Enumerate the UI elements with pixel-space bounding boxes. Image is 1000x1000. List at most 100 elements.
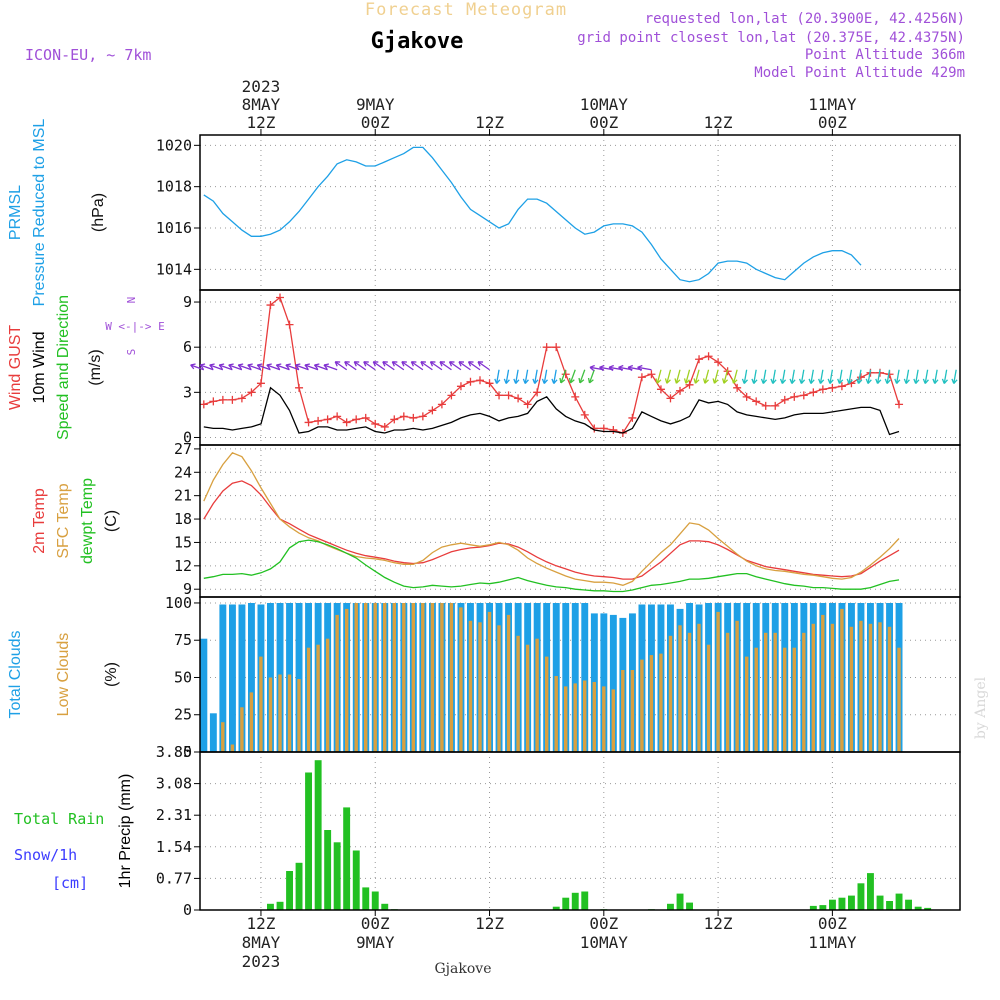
grid-point-coords: grid point closest lon,lat (20.375E, 42.… <box>577 30 965 46</box>
wind-arrow-head <box>903 378 910 384</box>
bar-total-rain <box>838 897 846 910</box>
panel-frame <box>199 596 961 753</box>
wind-arrow-head <box>674 378 681 384</box>
wind-arrow <box>190 364 205 371</box>
y-tick-label: 0 <box>183 428 192 446</box>
location-title: Gjakove <box>371 29 464 54</box>
y-tick-label: 0 <box>183 901 192 919</box>
gust-marker <box>361 413 370 422</box>
bar-low-clouds <box>411 603 415 752</box>
bar-low-clouds <box>306 647 311 752</box>
bar-total-rain <box>857 883 865 910</box>
wind-arrow <box>886 369 891 384</box>
bar-low-clouds <box>706 644 711 752</box>
bar-low-clouds <box>811 623 815 752</box>
bar-total-clouds <box>229 604 236 752</box>
gust-marker <box>323 415 332 424</box>
bar-low-clouds <box>259 656 263 752</box>
top-axis-time: 12Z <box>246 113 275 132</box>
gust-marker <box>371 419 380 428</box>
wind-arrow-head <box>448 361 455 367</box>
y-tick-label: 1020 <box>156 136 192 154</box>
bar-total-clouds <box>295 603 303 752</box>
bottom-axis-time: 12Z <box>475 914 504 933</box>
wind-arrow <box>694 369 700 384</box>
bar-low-clouds <box>716 611 720 752</box>
chart-title: Forecast Meteogram <box>365 0 567 20</box>
gust-marker <box>304 418 313 427</box>
wind-arrow-head <box>637 364 643 372</box>
wind-arrow <box>411 361 424 371</box>
wind-arrow-head <box>798 378 806 384</box>
gust-marker <box>799 391 808 400</box>
wind-arrow <box>247 364 262 371</box>
bottom-axis-time: 00Z <box>589 914 618 933</box>
gust-marker <box>437 400 446 409</box>
wind-arrow-head <box>789 378 796 384</box>
wind-arrow <box>401 361 414 371</box>
wind-arrow <box>295 364 309 371</box>
wind-arrow-head <box>420 361 426 367</box>
y-axis-label: SFC Temp <box>55 483 72 558</box>
wind-arrow-head <box>439 361 445 367</box>
bar-total-rain <box>286 871 293 910</box>
bar-low-clouds <box>449 603 454 752</box>
bar-total-clouds <box>209 713 217 753</box>
bar-low-clouds <box>764 632 768 752</box>
wind-arrow-head <box>237 363 244 370</box>
bar-low-clouds <box>849 626 854 752</box>
bar-total-clouds <box>609 614 617 752</box>
wind-arrow-head <box>664 378 671 384</box>
wind-arrow <box>569 369 576 384</box>
wind-arrow <box>276 364 290 371</box>
y-tick-label: 12 <box>174 557 192 575</box>
gust-marker <box>285 320 294 329</box>
bar-low-clouds <box>325 638 330 752</box>
y-axis-unit: (C) <box>103 510 120 532</box>
bottom-axis-time: 12Z <box>246 914 275 933</box>
bar-total-rain <box>876 895 884 910</box>
bar-total-clouds <box>600 613 608 752</box>
bar-low-clouds <box>887 626 892 752</box>
gust-marker <box>552 343 561 352</box>
wind-arrow-head <box>587 377 594 384</box>
bar-low-clouds <box>497 625 501 752</box>
bar-low-clouds <box>792 647 796 752</box>
bar-total-clouds <box>219 604 227 752</box>
wind-arrow-head <box>760 378 768 384</box>
gust-marker <box>428 406 437 415</box>
bar-total-rain <box>381 903 389 910</box>
wind-arrow <box>439 361 452 371</box>
wind-arrow-head <box>578 377 585 384</box>
wind-arrow-head <box>494 378 501 384</box>
bar-low-clouds <box>440 603 444 752</box>
wind-arrow <box>372 361 386 371</box>
gust-marker <box>237 394 246 403</box>
panel-frame <box>199 134 961 291</box>
bar-low-clouds <box>345 608 349 752</box>
bar-low-clouds <box>630 670 635 752</box>
y-axis-unit: (hPa) <box>90 193 107 232</box>
wind-arrow-head <box>875 378 882 384</box>
wind-arrow-head <box>627 364 634 372</box>
y-tick-label: 24 <box>174 463 192 481</box>
wind-arrow <box>353 361 367 371</box>
bottom-axis-date: 9MAY <box>356 933 395 952</box>
wind-arrow <box>876 369 881 384</box>
watermark: by Angel <box>973 676 989 739</box>
top-axis-time: 00Z <box>589 113 618 132</box>
y-tick-label: 1.54 <box>156 838 192 856</box>
panel-frame <box>199 751 961 911</box>
top-axis-date: 8MAY <box>242 95 281 114</box>
bar-total-rain <box>552 906 560 910</box>
wind-arrow <box>515 369 519 384</box>
compass-we: W <-|-> E <box>105 320 165 333</box>
bar-low-clouds <box>583 680 587 752</box>
bar-total-rain <box>276 901 284 910</box>
gust-marker <box>256 379 265 388</box>
gust-marker <box>704 352 713 361</box>
wind-arrow-head <box>884 378 891 384</box>
requested-coords: requested lon,lat (20.3900E, 42.4256N) <box>645 11 965 27</box>
series-line-2m-temp <box>203 480 900 580</box>
